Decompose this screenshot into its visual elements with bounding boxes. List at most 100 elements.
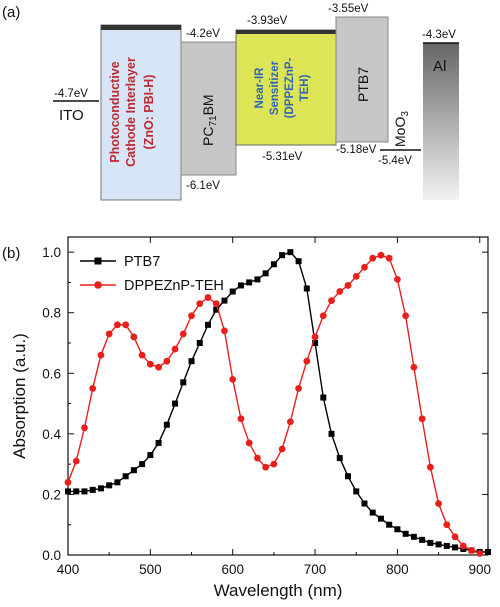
svg-text:(ZnO: PBI-H): (ZnO: PBI-H) [142, 75, 156, 150]
interlayer-name: Photoconductive Cathode Interlayer (ZnO:… [108, 57, 156, 167]
data-point [97, 351, 105, 359]
y-axis-ticks: 0.0 0.2 0.4 0.6 0.8 1.0 [42, 245, 488, 563]
y-tick-label: 0.2 [42, 487, 61, 502]
data-point [312, 340, 319, 346]
x-axis-ticks: 400 500 600 700 800 900 [57, 237, 491, 577]
data-point [278, 445, 286, 453]
data-point [196, 340, 203, 346]
data-point [295, 258, 302, 265]
data-point [369, 254, 377, 262]
data-point [394, 526, 401, 533]
data-point [81, 488, 88, 495]
svg-text:(DPPEZnP-: (DPPEZnP- [284, 57, 296, 118]
panel-a-label: (a) [2, 4, 20, 21]
series-group [64, 249, 491, 557]
al-electrode-box [423, 43, 459, 200]
data-point [386, 521, 393, 528]
pcbm-homo-label: -6.1eV [186, 180, 220, 192]
data-point [221, 327, 228, 335]
al-layer-name: Al [433, 58, 446, 75]
x-tick-label: 500 [139, 562, 162, 577]
svg-text:Near-IR: Near-IR [254, 67, 266, 109]
data-point [139, 461, 146, 468]
data-point [212, 300, 220, 308]
ptb7-box [335, 16, 389, 143]
data-point [171, 345, 179, 353]
data-point [237, 415, 245, 423]
series-line-1 [67, 254, 481, 555]
data-point [147, 452, 154, 459]
data-point [130, 467, 137, 474]
pcbm-lumo-label: -4.2eV [186, 28, 220, 40]
svg-text:Photoconductive: Photoconductive [108, 61, 122, 162]
data-point [410, 363, 418, 371]
data-point [221, 297, 228, 304]
data-point [229, 288, 236, 295]
ptb7-layer-name: PTB7 [355, 67, 371, 102]
data-point [336, 288, 344, 295]
data-point [64, 478, 72, 486]
data-point [353, 488, 360, 495]
data-point [311, 333, 319, 341]
data-point [485, 548, 491, 555]
interlayer-top-edge [101, 25, 181, 30]
data-point [180, 379, 187, 386]
data-point [254, 454, 261, 462]
y-tick-label: 0.6 [42, 366, 61, 381]
data-point [114, 479, 121, 486]
y-tick-label: 1.0 [42, 245, 61, 260]
x-tick-label: 400 [57, 562, 80, 577]
sensitizer-top-edge [236, 30, 336, 34]
x-tick-label: 800 [386, 562, 409, 577]
data-point [435, 500, 442, 507]
data-point [344, 282, 352, 289]
data-point [279, 252, 286, 259]
data-point [138, 351, 146, 359]
data-point [377, 515, 384, 522]
data-point [443, 521, 451, 529]
energy-diagram: (a) -4.7eV ITO Photoconductive Cathode I… [2, 3, 459, 201]
data-point [130, 333, 138, 341]
x-axis-label: Wavelength (nm) [214, 581, 343, 600]
x-tick-label: 600 [221, 562, 244, 577]
data-point [106, 482, 113, 489]
y-tick-label: 0.8 [42, 306, 61, 321]
legend: PTB7 DPPEZnP-TEH [80, 254, 224, 294]
interlayer-box [100, 24, 182, 201]
data-point [237, 282, 244, 289]
data-point [459, 542, 467, 550]
data-point [213, 306, 220, 313]
data-point [295, 385, 302, 392]
data-point [287, 249, 294, 256]
series-line-0 [68, 251, 488, 553]
data-point [254, 276, 261, 283]
sensitizer-lumo-label: -3.93eV [247, 15, 288, 27]
sensitizer-name: Near-IR Sensitizer (DPPEZnP- TEH) [254, 57, 311, 118]
data-point [410, 533, 417, 540]
data-point [320, 394, 327, 401]
data-point [89, 385, 97, 392]
data-point [205, 321, 211, 328]
data-point [418, 415, 426, 423]
y-tick-label: 0.4 [42, 427, 61, 442]
legend-marker [94, 281, 102, 289]
data-point [72, 457, 80, 465]
data-point [443, 542, 450, 549]
y-axis-label: Absorption (a.u.) [10, 333, 29, 459]
y-tick-label: 0.0 [42, 548, 61, 563]
data-point [188, 312, 195, 320]
svg-text:TEH): TEH) [299, 74, 311, 101]
data-point [394, 276, 401, 283]
data-point [377, 251, 385, 259]
ito-level-label: -4.7eV [54, 88, 88, 100]
ito-layer-name: ITO [59, 107, 84, 124]
data-point [81, 424, 88, 432]
data-point [122, 321, 130, 329]
al-level-label: -4.3eV [422, 29, 456, 41]
data-point [196, 300, 204, 308]
data-point [89, 486, 96, 493]
x-tick-label: 700 [304, 562, 327, 577]
data-point [188, 358, 195, 365]
ptb7-homo-label: -5.18eV [336, 144, 377, 156]
